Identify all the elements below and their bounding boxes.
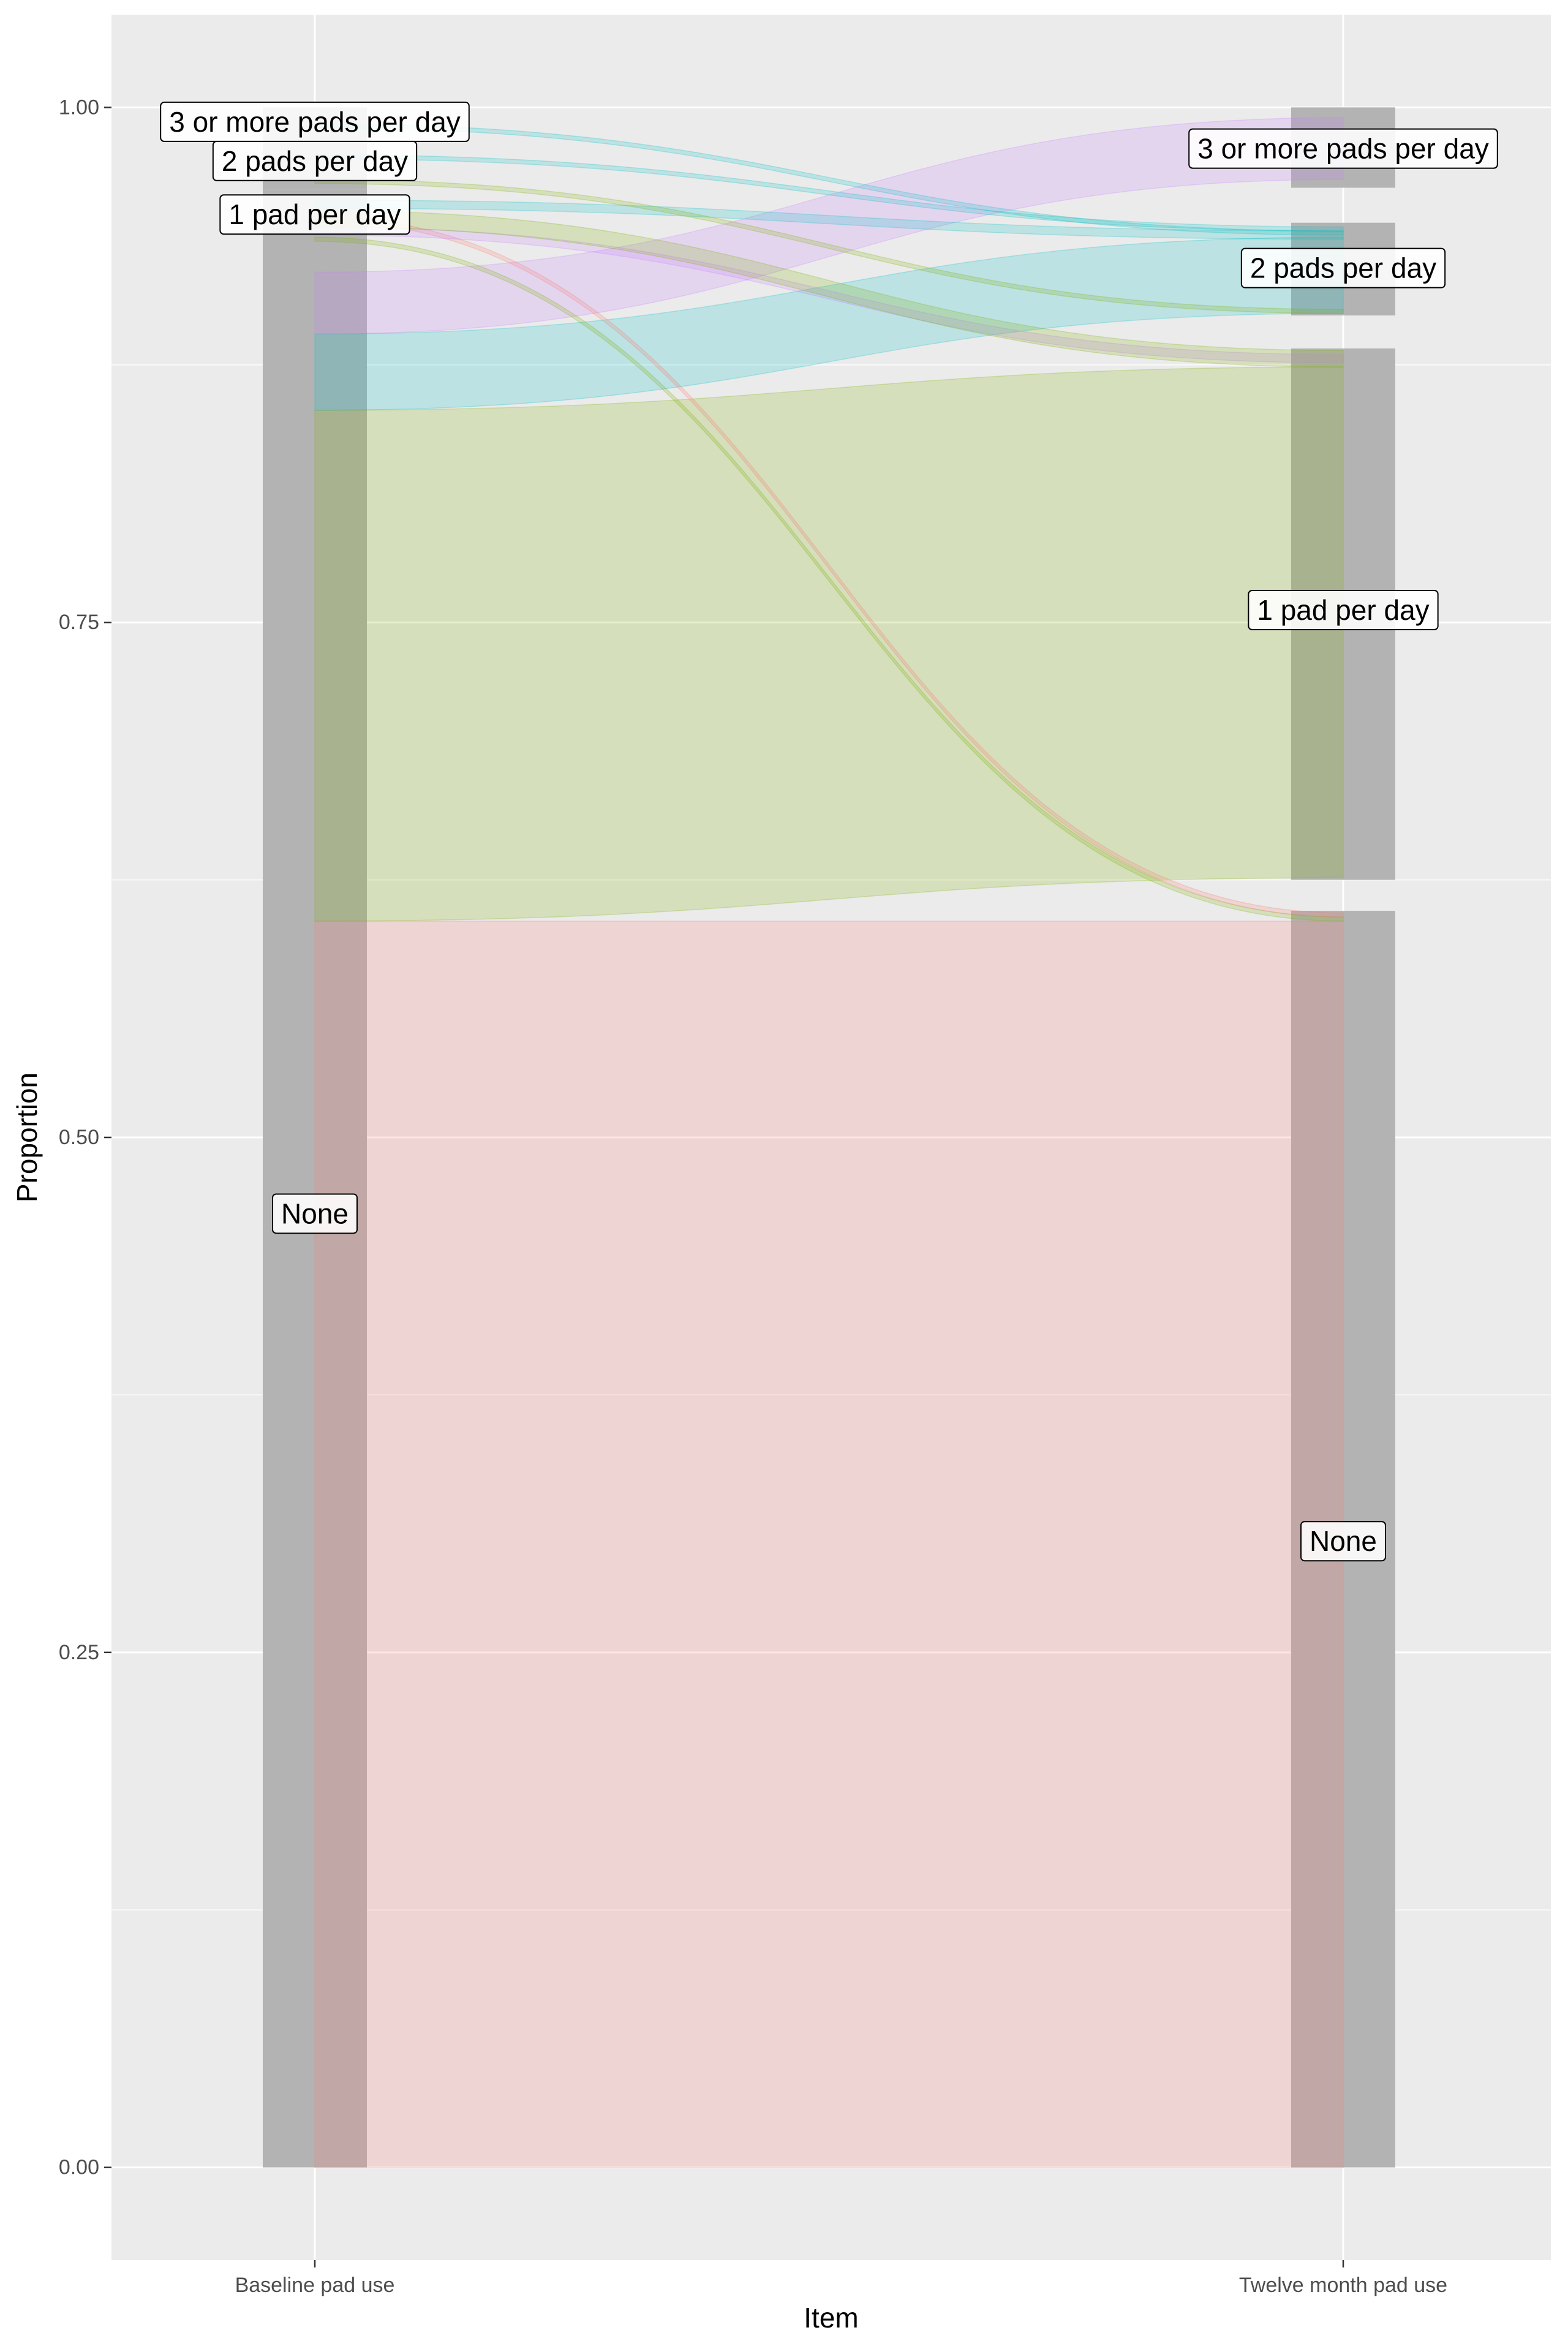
stratum-label-text: 1 pad per day bbox=[1257, 594, 1429, 626]
x-axis-title: Item bbox=[804, 2302, 858, 2334]
stratum-labels: None 1 pad per day 2 pads per day 3 or more… bbox=[160, 101, 1498, 1562]
stratum-label-text: 2 pads per day bbox=[1250, 252, 1436, 284]
stratum-label-box bbox=[1188, 128, 1498, 169]
alluvium-flow bbox=[314, 117, 1344, 335]
stratum-label-text: 3 or more pads per day bbox=[1197, 133, 1489, 165]
stratum-label-text: None bbox=[281, 1197, 349, 1229]
stratum-label-text: 3 or more pads per day bbox=[169, 106, 461, 138]
alluvium-flow bbox=[314, 236, 1344, 411]
stratum-label-text: None bbox=[1310, 1525, 1377, 1557]
alluvium-flow bbox=[314, 216, 1344, 918]
stratum-label-box bbox=[160, 101, 470, 142]
alluvium-flow bbox=[314, 199, 1344, 240]
stratum-label: 3 or more pads per day bbox=[1188, 128, 1498, 169]
stratum-label: None bbox=[1300, 1521, 1386, 1562]
y-tick-label: 0.00 bbox=[59, 2156, 99, 2179]
alluvium-flow bbox=[314, 123, 1344, 236]
stratum-label: 2 pads per day bbox=[212, 140, 418, 181]
alluvium-flow bbox=[314, 366, 1344, 922]
alluvium-flow bbox=[314, 236, 1344, 922]
y-tick-label: 0.75 bbox=[59, 611, 99, 634]
stratum-label-box bbox=[1248, 589, 1439, 630]
stratum-label-box bbox=[1300, 1521, 1386, 1562]
stratum-label: 3 or more pads per day bbox=[160, 101, 470, 142]
x-tick-label: Baseline pad use bbox=[235, 2274, 395, 2297]
stratum-label: 2 pads per day bbox=[1240, 247, 1446, 288]
alluvium-flow bbox=[314, 921, 1344, 2168]
alluvium-flow bbox=[314, 154, 1344, 232]
stratum-label: None bbox=[272, 1193, 358, 1234]
stratum-label: 1 pad per day bbox=[1248, 589, 1439, 630]
stratum-label: 1 pad per day bbox=[219, 194, 410, 235]
x-tick-label: Twelve month pad use bbox=[1239, 2274, 1447, 2297]
alluvium-flow bbox=[314, 226, 1344, 364]
y-axis-title: Proportion bbox=[11, 1072, 43, 1202]
stratum-label-box bbox=[272, 1193, 358, 1234]
stratum-label-box bbox=[1240, 247, 1446, 288]
alluvium-flow bbox=[314, 179, 1344, 314]
stratum-label-text: 2 pads per day bbox=[222, 145, 408, 177]
stratum-label-box bbox=[219, 194, 410, 235]
alluvia bbox=[314, 117, 1344, 2168]
y-tick-label: 0.50 bbox=[59, 1126, 99, 1149]
y-tick-label: 1.00 bbox=[59, 96, 99, 119]
alluvium-flow bbox=[314, 209, 1344, 368]
y-tick-label: 0.25 bbox=[59, 1641, 99, 1664]
axes: 0.00 0.25 0.50 0.75 1.00 Baseline pad use Twel… bbox=[59, 96, 1447, 2297]
stratum-label-text: 1 pad per day bbox=[228, 198, 401, 230]
